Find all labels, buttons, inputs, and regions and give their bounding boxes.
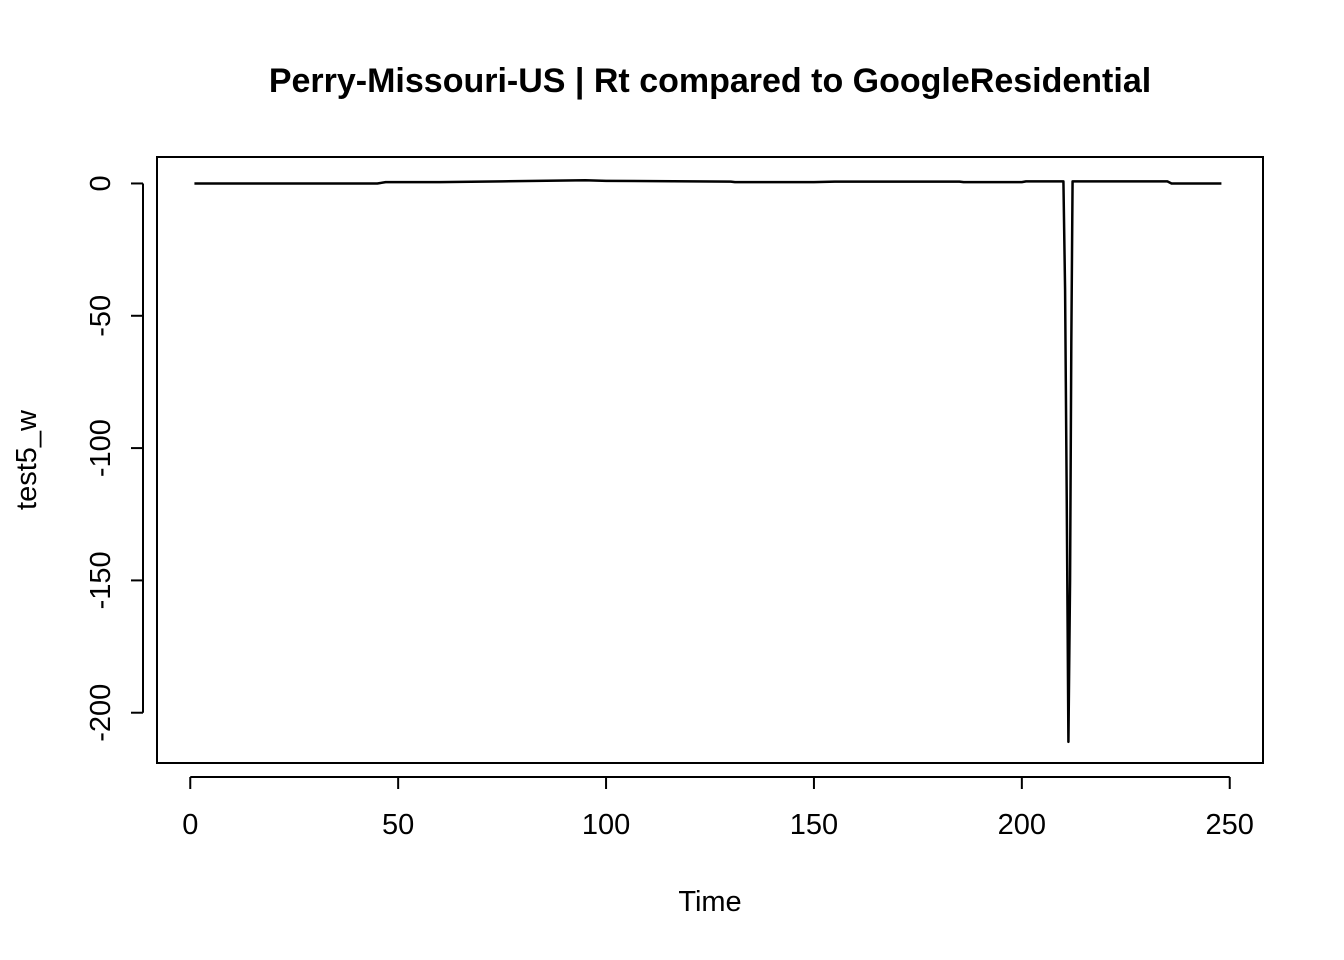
y-tick-label: -100 bbox=[85, 419, 117, 477]
plot-frame bbox=[156, 156, 1264, 764]
x-tick-label: 250 bbox=[1206, 809, 1254, 841]
y-tick-label: -200 bbox=[85, 684, 117, 742]
x-tick-label: 150 bbox=[790, 809, 838, 841]
y-tick-label: -50 bbox=[85, 295, 117, 337]
x-tick-label: 0 bbox=[182, 809, 198, 841]
x-tick-label: 200 bbox=[998, 809, 1046, 841]
y-axis: 0 -50 -100 -150 -200 bbox=[85, 175, 144, 742]
chart-title: Perry-Missouri-US | Rt compared to Googl… bbox=[269, 62, 1151, 100]
y-tick-label: 0 bbox=[85, 175, 117, 191]
x-tick-label: 100 bbox=[582, 809, 630, 841]
x-axis: 0 50 100 150 200 250 bbox=[182, 776, 1254, 841]
y-tick-label: -150 bbox=[85, 551, 117, 609]
x-axis-label: Time bbox=[678, 886, 741, 918]
y-axis-label: test5_w bbox=[11, 409, 43, 510]
x-tick-label: 50 bbox=[382, 809, 414, 841]
series-layer bbox=[194, 179, 1222, 744]
series-line bbox=[194, 179, 1222, 744]
